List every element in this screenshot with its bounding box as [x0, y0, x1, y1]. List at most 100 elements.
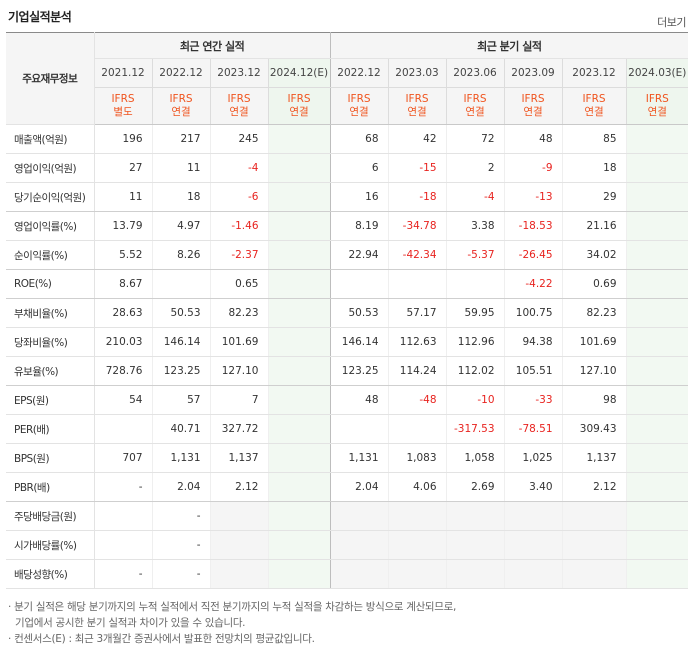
- quarter-value-cell: [329, 530, 389, 560]
- quarter-value-cell: -15: [387, 153, 447, 183]
- quarter-value-cell: -33: [503, 385, 563, 415]
- row-label: 당기순이익(억원): [6, 182, 95, 212]
- quarter-value-cell: [387, 269, 447, 299]
- annual-period-header: 2021.12: [93, 58, 152, 88]
- annual-value-cell: 54: [93, 385, 152, 415]
- row-label: 영업이익(억원): [6, 153, 95, 183]
- quarter-value-cell: 1,025: [503, 443, 563, 473]
- annual-value-cell: 1,137: [209, 443, 268, 473]
- annual-value-cell: 4.97: [151, 211, 210, 241]
- quarter-value-cell: 146.14: [329, 327, 389, 357]
- quarter-period-header: 2023.09: [503, 58, 563, 88]
- quarter-ifrs-header: IFRS 연결: [503, 87, 563, 125]
- annual-value-cell: 127.10: [209, 356, 268, 386]
- quarter-period-header: 2024.03(E): [625, 58, 689, 88]
- annual-value-cell: 13.79: [93, 211, 152, 241]
- quarter-value-cell: 2.12: [561, 472, 627, 502]
- table-row: PER(배) 40.71 327.72 -317.53 -78.51 309.43: [6, 414, 689, 444]
- annual-value-cell: 8.67: [93, 269, 152, 299]
- quarter-value-cell: -18: [387, 182, 447, 212]
- ifrs-basis-label: 연결: [349, 106, 369, 118]
- quarter-value-cell: [445, 559, 505, 589]
- quarter-value-cell: [561, 530, 627, 560]
- annual-value-cell: 27: [93, 153, 152, 183]
- quarter-value-cell: 94.38: [503, 327, 563, 357]
- annual-value-cell: [267, 124, 331, 154]
- quarter-value-cell: 114.24: [387, 356, 447, 386]
- annual-value-cell: 210.03: [93, 327, 152, 357]
- quarter-value-cell: 72: [445, 124, 505, 154]
- quarter-period-header: 2023.06: [445, 58, 505, 88]
- annual-value-cell: [267, 530, 331, 560]
- annual-value-cell: 11: [93, 182, 152, 212]
- quarter-value-cell: [625, 443, 689, 473]
- quarter-value-cell: -10: [445, 385, 505, 415]
- row-label: BPS(원): [6, 443, 95, 473]
- row-label: 배당성향(%): [6, 559, 95, 589]
- annual-value-cell: 245: [209, 124, 268, 154]
- ifrs-label: IFRS: [463, 93, 487, 105]
- footnotes: · 분기 실적은 해당 분기까지의 누적 실적에서 직전 분기까지의 누적 실적…: [8, 599, 456, 647]
- ifrs-label: IFRS: [111, 93, 135, 105]
- table-row: BPS(원) 707 1,131 1,137 1,131 1,083 1,058 1,025 1…: [6, 443, 689, 473]
- quarter-period-header: 2023.03: [387, 58, 447, 88]
- note-quarter-diff: 기업에서 공시한 분기 실적과 차이가 있을 수 있습니다.: [15, 617, 246, 629]
- quarter-value-cell: 100.75: [503, 298, 563, 328]
- annual-ifrs-header: IFRS 연결: [209, 87, 268, 125]
- annual-value-cell: 50.53: [151, 298, 210, 328]
- ifrs-basis-label: 연결: [407, 106, 427, 118]
- quarter-value-cell: -9: [503, 153, 563, 183]
- annual-value-cell: [267, 356, 331, 386]
- annual-value-cell: 2.12: [209, 472, 268, 502]
- annual-value-cell: [93, 501, 152, 531]
- quarter-value-cell: 6: [329, 153, 389, 183]
- annual-period-header: 2022.12: [151, 58, 210, 88]
- annual-value-cell: [267, 240, 331, 270]
- quarter-value-cell: [387, 530, 447, 560]
- table-row: 당좌비율(%) 210.03 146.14 101.69 146.14 112.63 112…: [6, 327, 689, 357]
- table-row: 순이익률(%) 5.52 8.26 -2.37 22.94 -42.34 -5.37 -26.…: [6, 240, 689, 270]
- quarter-value-cell: [625, 472, 689, 502]
- row-label: 시가배당률(%): [6, 530, 95, 560]
- table-row: EPS(원) 54 57 7 48 -48 -10 -33 98: [6, 385, 689, 415]
- ifrs-basis-label: 연결: [647, 106, 667, 118]
- annual-value-cell: [93, 414, 152, 444]
- table-row: 배당성향(%) - -: [6, 559, 689, 589]
- ifrs-basis-label: 연결: [523, 106, 543, 118]
- ifrs-basis-label: 연결: [584, 106, 604, 118]
- quarter-value-cell: 127.10: [561, 356, 627, 386]
- annual-value-cell: 8.26: [151, 240, 210, 270]
- quarter-value-cell: [329, 414, 389, 444]
- quarter-value-cell: -5.37: [445, 240, 505, 270]
- ifrs-label: IFRS: [169, 93, 193, 105]
- table-row: 시가배당률(%) -: [6, 530, 689, 560]
- more-link[interactable]: 더보기: [657, 16, 686, 29]
- quarter-value-cell: -34.78: [387, 211, 447, 241]
- annual-ifrs-header: IFRS 연결: [267, 87, 331, 125]
- annual-value-cell: -: [151, 559, 210, 589]
- annual-value-cell: [267, 472, 331, 502]
- row-label: 주당배당금(원): [6, 501, 95, 531]
- quarter-value-cell: [329, 269, 389, 299]
- quarter-value-cell: 50.53: [329, 298, 389, 328]
- quarter-value-cell: [625, 530, 689, 560]
- annual-ifrs-header: IFRS 연결: [151, 87, 210, 125]
- annual-value-cell: 101.69: [209, 327, 268, 357]
- annual-value-cell: [93, 530, 152, 560]
- quarter-value-cell: [561, 501, 627, 531]
- annual-value-cell: -6: [209, 182, 268, 212]
- quarter-value-cell: [445, 501, 505, 531]
- quarter-value-cell: -4: [445, 182, 505, 212]
- quarter-value-cell: 98: [561, 385, 627, 415]
- quarter-value-cell: [625, 269, 689, 299]
- quarter-value-cell: -78.51: [503, 414, 563, 444]
- quarter-value-cell: [625, 298, 689, 328]
- quarter-value-cell: -48: [387, 385, 447, 415]
- quarter-value-cell: 57.17: [387, 298, 447, 328]
- annual-value-cell: [267, 327, 331, 357]
- annual-value-cell: 18: [151, 182, 210, 212]
- quarter-value-cell: [625, 327, 689, 357]
- quarter-value-cell: 18: [561, 153, 627, 183]
- annual-ifrs-header: IFRS 별도: [93, 87, 152, 125]
- table-row: 당기순이익(억원) 11 18 -6 16 -18 -4 -13 29: [6, 182, 689, 212]
